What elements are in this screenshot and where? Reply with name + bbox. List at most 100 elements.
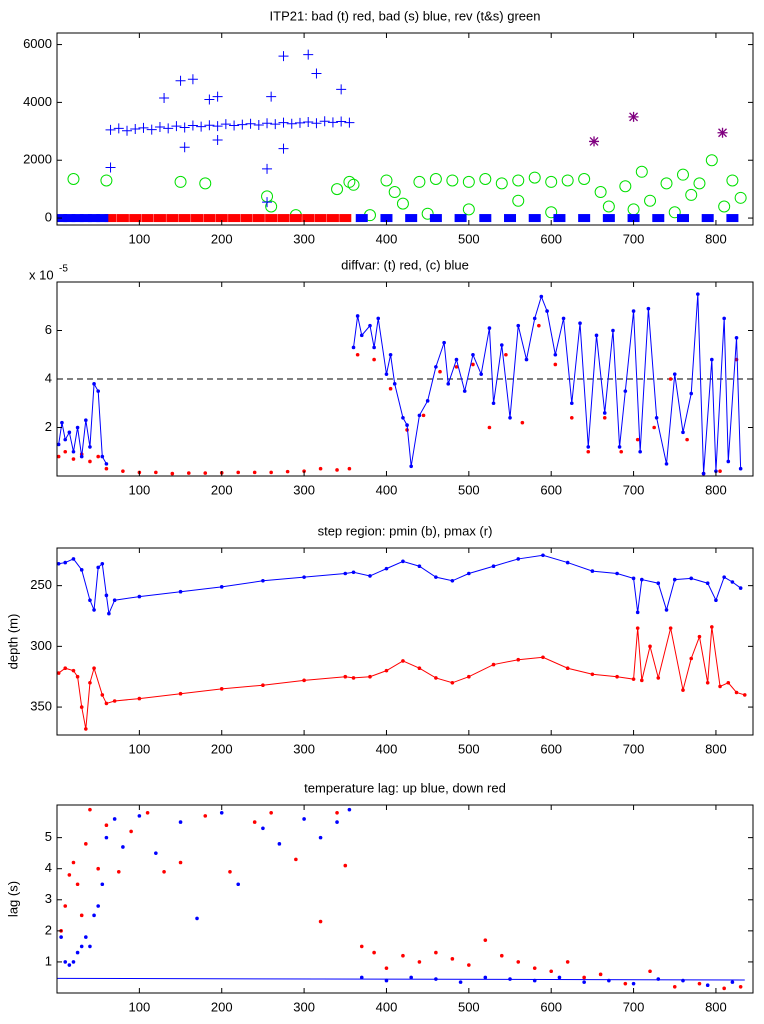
y-tick-label: 0 [45, 209, 52, 224]
marker [79, 214, 92, 223]
marker [343, 571, 348, 576]
marker [672, 372, 677, 376]
marker [96, 565, 100, 570]
marker [462, 203, 475, 216]
marker [318, 919, 323, 924]
marker [499, 953, 504, 958]
marker [644, 194, 657, 207]
marker [718, 684, 722, 689]
marker [286, 118, 297, 129]
marker [565, 960, 570, 964]
marker [611, 328, 615, 333]
x-tick-label: 700 [623, 231, 645, 246]
axes-frame [56, 804, 754, 994]
marker [88, 445, 92, 449]
marker [569, 416, 574, 420]
marker [252, 470, 257, 475]
marker [100, 454, 105, 459]
marker [262, 118, 273, 129]
x-tick-label: 600 [540, 231, 562, 246]
marker [565, 666, 570, 671]
marker [652, 425, 656, 430]
marker [450, 957, 455, 961]
marker [434, 950, 438, 955]
x-tick-label: 300 [293, 482, 315, 497]
chart-title: ITP21: bad (t) red, bad (s) blue, rev (t… [270, 8, 541, 23]
marker [270, 119, 281, 130]
marker [487, 425, 492, 430]
series-line [58, 294, 742, 474]
marker [67, 963, 72, 967]
plot-area [57, 807, 745, 991]
axis-multiplier-exponent: -5 [59, 264, 68, 275]
marker [372, 345, 376, 350]
marker [294, 857, 298, 862]
marker [450, 578, 455, 583]
marker [388, 386, 393, 391]
y-axis-label: lag (s) [5, 881, 20, 917]
marker [220, 119, 231, 130]
y-axis-label: depth (m) [5, 614, 20, 670]
marker [228, 870, 232, 874]
marker [170, 471, 175, 476]
marker [405, 214, 418, 223]
marker [318, 466, 323, 471]
marker [450, 680, 455, 685]
marker [623, 389, 628, 393]
marker [237, 119, 248, 130]
marker [495, 177, 508, 190]
marker [664, 462, 669, 466]
marker [269, 470, 273, 475]
marker [265, 214, 278, 223]
marker [105, 124, 116, 135]
marker [84, 842, 88, 846]
marker [524, 357, 529, 362]
marker [63, 214, 76, 223]
marker [137, 696, 142, 701]
marker [454, 365, 459, 369]
marker [664, 608, 669, 612]
marker [417, 960, 422, 964]
marker [137, 814, 142, 818]
marker [512, 194, 525, 207]
marker [565, 560, 570, 565]
marker [602, 411, 607, 415]
x-tick-label: 200 [211, 482, 233, 497]
marker [602, 416, 607, 420]
y-tick-label: 2 [45, 922, 52, 937]
marker [278, 51, 289, 62]
marker [71, 457, 76, 461]
marker [685, 188, 698, 201]
marker [434, 365, 438, 369]
marker [380, 214, 393, 223]
y-tick-label: 6 [45, 322, 52, 337]
marker [401, 953, 405, 958]
marker [344, 117, 355, 128]
marker [178, 589, 183, 594]
marker [586, 445, 591, 449]
marker [116, 214, 129, 223]
marker [384, 566, 389, 571]
marker [219, 810, 224, 815]
marker [615, 674, 619, 679]
marker [635, 610, 640, 615]
marker [105, 162, 116, 173]
marker [417, 413, 422, 418]
marker [63, 560, 68, 565]
marker [265, 200, 278, 213]
marker [726, 174, 739, 187]
marker [676, 168, 689, 181]
marker [454, 214, 467, 223]
marker [681, 688, 685, 692]
marker [631, 981, 636, 986]
marker [668, 206, 681, 219]
marker [627, 214, 640, 223]
x-tick-label: 600 [540, 999, 562, 1014]
marker [335, 468, 339, 472]
marker [726, 214, 739, 223]
marker [442, 340, 446, 345]
marker [187, 120, 198, 131]
marker [75, 674, 80, 679]
x-tick-label: 800 [705, 482, 727, 497]
